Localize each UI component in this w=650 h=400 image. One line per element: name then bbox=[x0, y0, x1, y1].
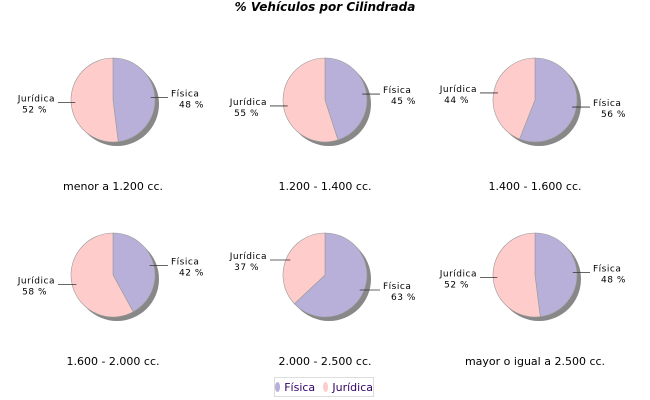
slice-label-value: 63 % bbox=[391, 293, 416, 303]
slice-label-name: Física bbox=[383, 86, 411, 96]
chart-title: % Vehículos por Cilindrada bbox=[234, 0, 416, 14]
slice-label-name: Física bbox=[171, 90, 199, 100]
pie-subtitle: 2.000 - 2.500 cc. bbox=[278, 355, 371, 368]
slice-label-name: Física bbox=[593, 99, 621, 109]
pie-subtitle: mayor o igual a 2.500 cc. bbox=[465, 355, 605, 368]
slice-label-value: 56 % bbox=[601, 110, 626, 120]
pie-slice-fisica bbox=[293, 232, 368, 318]
legend-swatch-juridica bbox=[323, 382, 329, 392]
legend-label-fisica: Física bbox=[284, 380, 316, 394]
slice-label-value: 48 % bbox=[601, 276, 626, 286]
pie-subtitle: 1.600 - 2.000 cc. bbox=[66, 355, 159, 368]
pie-subtitle: 1.200 - 1.400 cc. bbox=[278, 180, 371, 193]
pie-slice-juridica bbox=[492, 232, 541, 318]
slice-label-value: 58 % bbox=[22, 287, 47, 297]
pie-slice-fisica bbox=[519, 57, 578, 143]
legend-label-juridica: Jurídica bbox=[332, 380, 373, 394]
pie-subtitle: menor a 1.200 cc. bbox=[63, 180, 163, 193]
slice-label-value: 52 % bbox=[444, 280, 469, 290]
pie-slice-juridica bbox=[492, 57, 536, 140]
slice-label-value: 42 % bbox=[179, 269, 204, 279]
slice-label-name: Física bbox=[593, 265, 621, 275]
pie-slice-juridica bbox=[282, 232, 326, 305]
pie-slice-juridica bbox=[70, 57, 119, 143]
slice-label-value: 55 % bbox=[234, 109, 259, 119]
slice-label-name: Jurídica bbox=[229, 98, 267, 108]
pie-slice-fisica bbox=[324, 57, 368, 141]
slice-label-name: Jurídica bbox=[439, 269, 477, 279]
slice-label-name: Jurídica bbox=[17, 276, 55, 286]
legend: Física Jurídica bbox=[274, 377, 374, 397]
slice-label-name: Física bbox=[171, 258, 199, 268]
slice-label-value: 37 % bbox=[234, 263, 259, 273]
slice-label-value: 44 % bbox=[444, 96, 469, 106]
slice-label-value: 52 % bbox=[22, 105, 47, 115]
slice-label-value: 45 % bbox=[391, 97, 416, 107]
pie-slice-juridica bbox=[70, 232, 134, 318]
slice-label-name: Jurídica bbox=[17, 94, 55, 104]
slice-label-name: Jurídica bbox=[229, 252, 267, 262]
legend-swatch-fisica bbox=[275, 382, 281, 392]
pie-subtitle: 1.400 - 1.600 cc. bbox=[488, 180, 581, 193]
slice-label-name: Física bbox=[383, 282, 411, 292]
pie-slice-fisica bbox=[112, 232, 156, 313]
slice-label-name: Jurídica bbox=[439, 85, 477, 95]
pie-slice-juridica bbox=[282, 57, 339, 143]
slice-label-value: 48 % bbox=[179, 101, 204, 111]
